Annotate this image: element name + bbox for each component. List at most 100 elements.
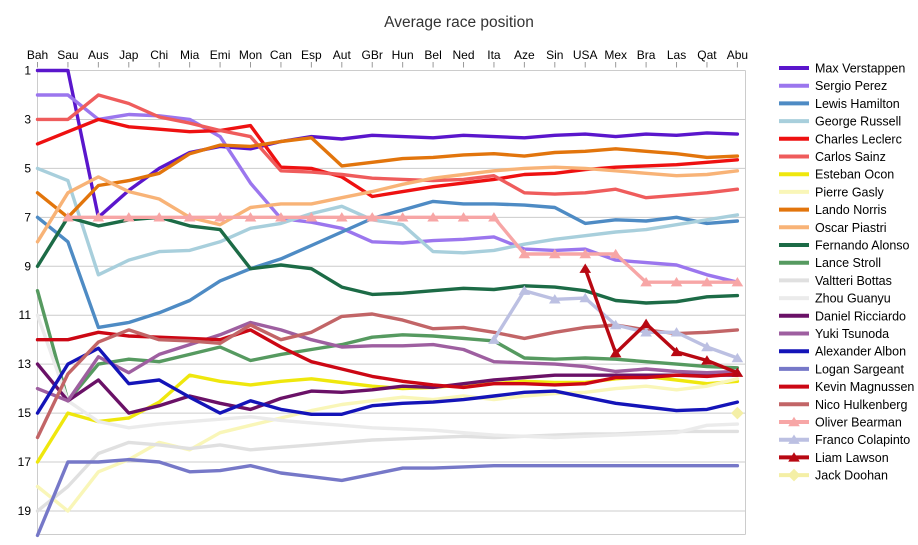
y-axis-label: 13: [18, 357, 32, 371]
x-axis-label: Sau: [57, 48, 78, 62]
x-axis-label: Esp: [301, 48, 322, 62]
legend-item: Pierre Gasly: [779, 185, 885, 199]
triangle-marker-icon: [670, 346, 683, 357]
x-axis-label: Ned: [453, 48, 475, 62]
y-axis-label: 5: [24, 161, 31, 175]
triangle-marker-icon: [488, 334, 500, 344]
triangle-marker-icon: [336, 212, 348, 222]
triangle-marker-icon: [183, 212, 196, 222]
x-axis-label: GBr: [362, 48, 383, 62]
triangle-marker-icon: [731, 367, 744, 377]
series-line: [35, 93, 740, 200]
x-axis-label: Aus: [88, 48, 109, 62]
x-axis-label: Can: [270, 48, 292, 62]
legend-item: Valtteri Bottas: [779, 274, 892, 288]
x-axis-label: Bra: [637, 48, 656, 62]
legend-item: Daniel Ricciardo: [779, 309, 906, 323]
legend-item: Sergio Perez: [779, 79, 887, 93]
triangle-marker-icon: [214, 212, 226, 222]
legend-item: Logan Sargeant: [779, 362, 904, 376]
series-line: [35, 117, 740, 199]
y-axis-label: 11: [19, 308, 32, 322]
legend-label: Oliver Bearman: [815, 416, 902, 430]
x-axis-label: Sin: [546, 48, 563, 62]
series-line: [35, 313, 740, 440]
triangle-marker-icon: [518, 248, 531, 259]
series-line: [35, 199, 740, 330]
triangle-marker-icon: [701, 276, 713, 287]
legend-label: Alexander Albon: [815, 345, 906, 359]
series-line: [35, 165, 740, 244]
series-line: [35, 68, 740, 219]
triangle-marker-icon: [305, 212, 318, 222]
legend-label: Lance Stroll: [815, 256, 881, 270]
legend-label: Lando Norris: [815, 203, 887, 217]
triangle-marker-icon: [518, 285, 531, 295]
legend-item: Esteban Ocon: [779, 168, 894, 182]
triangle-marker-icon: [609, 319, 622, 330]
triangle-marker-icon: [549, 248, 561, 259]
legend-item: Fernando Alonso: [779, 239, 910, 253]
x-axis-label: Jap: [119, 48, 139, 62]
legend-label: Sergio Perez: [815, 79, 887, 93]
legend-label: Daniel Ricciardo: [815, 309, 906, 323]
legend-label: Charles Leclerc: [815, 132, 902, 146]
legend-label: George Russell: [815, 115, 901, 129]
legend-item: Charles Leclerc: [779, 132, 902, 146]
series-line: [35, 457, 740, 538]
legend-item: Nico Hulkenberg: [779, 398, 907, 412]
y-axis-label: 9: [24, 259, 31, 273]
legend-label: Max Verstappen: [815, 62, 905, 76]
triangle-marker-icon: [427, 212, 439, 222]
diamond-marker-icon: [731, 406, 744, 420]
x-axis-label: Qat: [697, 48, 717, 62]
triangle-marker-icon: [731, 352, 744, 363]
triangle-marker-icon: [92, 212, 105, 222]
series-line: [35, 346, 740, 416]
x-axis-label: Chi: [150, 48, 168, 62]
triangle-marker-icon: [788, 452, 800, 462]
triangle-marker-icon: [788, 416, 800, 427]
legend-item: Oliver Bearman: [779, 416, 902, 430]
triangle-marker-icon: [670, 276, 683, 287]
legend-item: Carlos Sainz: [779, 150, 886, 164]
triangle-marker-icon: [670, 327, 683, 337]
triangle-marker-icon: [457, 212, 470, 222]
triangle-marker-icon: [701, 355, 713, 365]
triangle-marker-icon: [488, 212, 500, 222]
legend-label: Carlos Sainz: [815, 150, 886, 164]
legend-item: Kevin Magnussen: [779, 380, 914, 394]
legend-label: Lewis Hamilton: [815, 97, 900, 111]
x-axis-label: Ita: [487, 48, 501, 62]
triangle-marker-icon: [609, 347, 622, 358]
y-axis-label: 3: [24, 112, 31, 126]
legend-label: Liam Lawson: [815, 451, 889, 465]
y-axis-label: 7: [24, 210, 31, 224]
series-line: [35, 166, 740, 277]
series-line: [35, 320, 740, 403]
legend-label: Logan Sargeant: [815, 362, 904, 376]
series-line: [583, 267, 740, 375]
legend-label: Kevin Magnussen: [815, 380, 914, 394]
triangle-marker-icon: [609, 248, 622, 259]
y-axis-label: 1: [24, 64, 31, 78]
legend-item: Franco Colapinto: [779, 433, 910, 447]
y-axis-label: 15: [18, 406, 32, 420]
legend-label: Nico Hulkenberg: [815, 398, 907, 412]
legend-label: Oscar Piastri: [815, 221, 887, 235]
triangle-marker-icon: [396, 212, 409, 222]
x-axis-label: Bah: [27, 48, 48, 62]
triangle-marker-icon: [788, 434, 800, 444]
chart-title: Average race position: [384, 14, 534, 31]
triangle-marker-icon: [549, 294, 561, 304]
x-axis-label: Aze: [514, 48, 535, 62]
series-line: [35, 362, 740, 415]
x-axis-label: Abu: [727, 48, 748, 62]
legend-label: Yuki Tsunoda: [815, 327, 889, 341]
legend-item: Lance Stroll: [779, 256, 881, 270]
legend-item: George Russell: [779, 115, 901, 129]
series-line: [35, 136, 740, 219]
triangle-marker-icon: [153, 212, 166, 222]
